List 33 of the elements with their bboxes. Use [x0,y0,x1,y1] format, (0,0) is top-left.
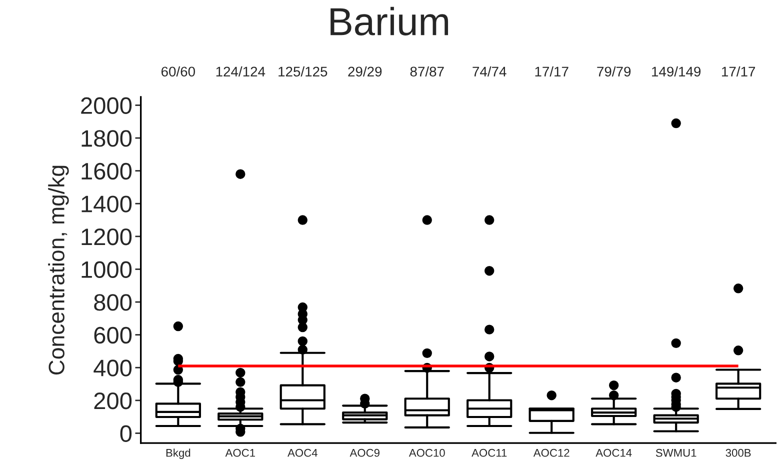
y-tick-label: 1600 [82,162,132,180]
chart-title: Barium [330,6,448,36]
text: 125/125 [278,66,328,77]
text: 60/60 [161,66,195,77]
y-tick-label: 1000 [82,261,132,278]
x-tick-label: AOC1 [225,448,255,457]
y-tick-label: 1400 [82,196,132,212]
text: 149/149 [652,66,701,77]
x-tick-label: AOC11 [472,448,507,457]
x-tick-label: AOC12 [533,448,570,457]
text: 17/17 [535,66,568,77]
y-tick-label: 2000 [81,97,132,114]
text: 79/79 [597,66,631,77]
text: 124/124 [216,66,266,77]
y-axis-title: Concentration, mg/kg [48,166,69,375]
text: 29/29 [348,66,382,77]
y-tick-label: 800 [94,294,132,311]
text: 87/87 [410,66,444,77]
x-tick-label: AOC9 [350,448,380,457]
text: 17/17 [722,66,756,77]
y-tick-label: 1200 [82,228,132,246]
y-tick-label: 400 [94,360,132,376]
x-tick-label: AOC10 [408,448,445,457]
x-tick-label: SWMU1 [656,448,696,457]
y-tick-label: 600 [94,326,132,344]
y-tick-label: 200 [94,392,132,410]
x-tick-label: AOC4 [288,448,318,457]
y-tick-label: 0 [120,425,132,442]
y-tick-label: 1800 [82,130,132,147]
text: 74/74 [472,66,506,77]
x-tick-label: Bkgd [166,448,190,459]
x-tick-label: 300B [726,448,751,457]
x-tick-label: AOC14 [596,448,632,457]
